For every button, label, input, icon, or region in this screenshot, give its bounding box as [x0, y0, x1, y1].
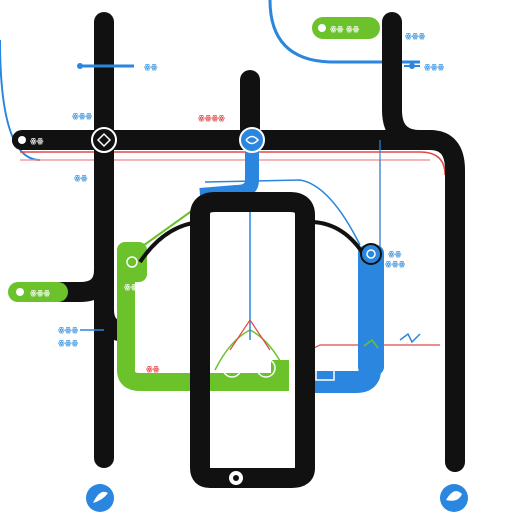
black-connector-right: [304, 219, 364, 254]
green-block-left: [117, 242, 147, 282]
label-upper-mid-red: ꙮꙮꙮꙮ: [198, 114, 225, 122]
blue-tick-dot-2: [409, 63, 415, 69]
blue-line-hub-down: [199, 140, 259, 202]
red-cross-center: [229, 319, 271, 351]
green-pill-top-right: [312, 17, 380, 39]
black-pill-dot: [18, 136, 26, 144]
blue-curve-top-left: [0, 39, 41, 161]
label-left-lower-blue-a: ꙮꙮꙮ: [58, 326, 78, 334]
label-left-lower-blue-b: ꙮꙮꙮ: [58, 339, 78, 347]
label-left-small-blue: ꙮꙮ: [74, 174, 88, 182]
blue-hub-icon[interactable]: [239, 127, 265, 153]
label-right-mid-blue-a: ꙮꙮ: [388, 250, 402, 258]
blue-thin-diagonal: [204, 179, 361, 246]
bottom-left-logo-icon[interactable]: [86, 484, 114, 512]
label-right-mid-blue-b: ꙮꙮꙮ: [385, 260, 405, 268]
right-station-icon[interactable]: [360, 243, 382, 265]
green-sprig-right: [363, 338, 379, 349]
blue-square-marker: [315, 365, 335, 381]
label-left-station-black: ꙮꙮ: [30, 137, 44, 145]
blue-block-right: [358, 245, 384, 375]
label-green-block: ꙮꙮ: [124, 283, 138, 291]
label-top-right-blue: ꙮꙮꙮ: [405, 32, 425, 40]
label-right-upper-blue: ꙮꙮꙮ: [424, 63, 444, 71]
label-top-right-green: ꙮꙮ ꙮꙮ: [330, 25, 360, 33]
label-left-upper-blue: ꙮꙮ: [144, 63, 158, 71]
blue-curve-top-right: [268, 0, 420, 64]
bottom-center-node-icon[interactable]: [227, 469, 245, 487]
black-line-left-branch: [20, 269, 114, 302]
green-pill-top-right-dot: [318, 24, 326, 32]
black-connector-left: [138, 220, 201, 264]
label-left-green-pill: ꙮꙮꙮ: [30, 289, 50, 297]
black-pill-left: [12, 131, 64, 149]
station-node-icon[interactable]: [91, 127, 117, 153]
black-line-right: [382, 12, 465, 472]
blue-sprig-right: [399, 332, 421, 344]
green-node-a: [222, 358, 242, 378]
bottom-right-logo-icon[interactable]: [440, 484, 468, 512]
green-pill-left: [8, 282, 68, 302]
green-node-b: [256, 358, 276, 378]
green-node-c: [126, 256, 138, 268]
black-loop-center: [190, 192, 315, 488]
label-red-right-small: ꙮꙮ: [146, 365, 160, 373]
green-line-loop: [117, 250, 289, 391]
label-left-small-green: ꙮꙮꙮ: [72, 112, 92, 120]
green-pill-dot: [16, 288, 24, 296]
red-line-upper: [20, 151, 446, 176]
blue-tick-dot-1: [77, 63, 83, 69]
